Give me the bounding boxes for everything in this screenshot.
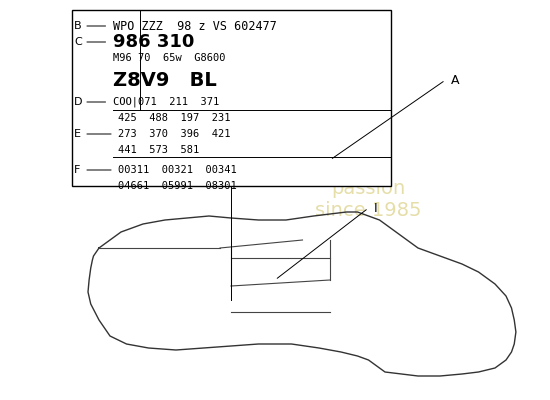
Text: passion
since 1985: passion since 1985 bbox=[315, 180, 422, 220]
Text: COO|071  211  371: COO|071 211 371 bbox=[113, 97, 219, 107]
Text: E: E bbox=[74, 129, 81, 139]
Text: I: I bbox=[374, 202, 378, 214]
Text: D: D bbox=[74, 97, 82, 107]
Text: 425  488  197  231: 425 488 197 231 bbox=[118, 113, 231, 123]
Text: res: res bbox=[289, 124, 393, 180]
Text: B: B bbox=[74, 21, 82, 31]
Text: 273  370  396  421: 273 370 396 421 bbox=[118, 129, 231, 139]
Text: 04661  05991  08301: 04661 05991 08301 bbox=[118, 181, 237, 191]
FancyBboxPatch shape bbox=[72, 10, 390, 186]
Text: F: F bbox=[74, 165, 81, 175]
Text: 441  573  581: 441 573 581 bbox=[118, 145, 200, 155]
Text: C: C bbox=[74, 37, 82, 47]
Text: 00311  00321  00341: 00311 00321 00341 bbox=[118, 165, 237, 175]
Text: WPO ZZZ  98 z VS 602477: WPO ZZZ 98 z VS 602477 bbox=[113, 20, 277, 32]
Text: M96 70  65w  G8600: M96 70 65w G8600 bbox=[113, 53, 226, 63]
Text: Z8V9   BL: Z8V9 BL bbox=[113, 70, 217, 90]
Text: A: A bbox=[451, 74, 459, 86]
Text: 986 310: 986 310 bbox=[113, 33, 194, 51]
